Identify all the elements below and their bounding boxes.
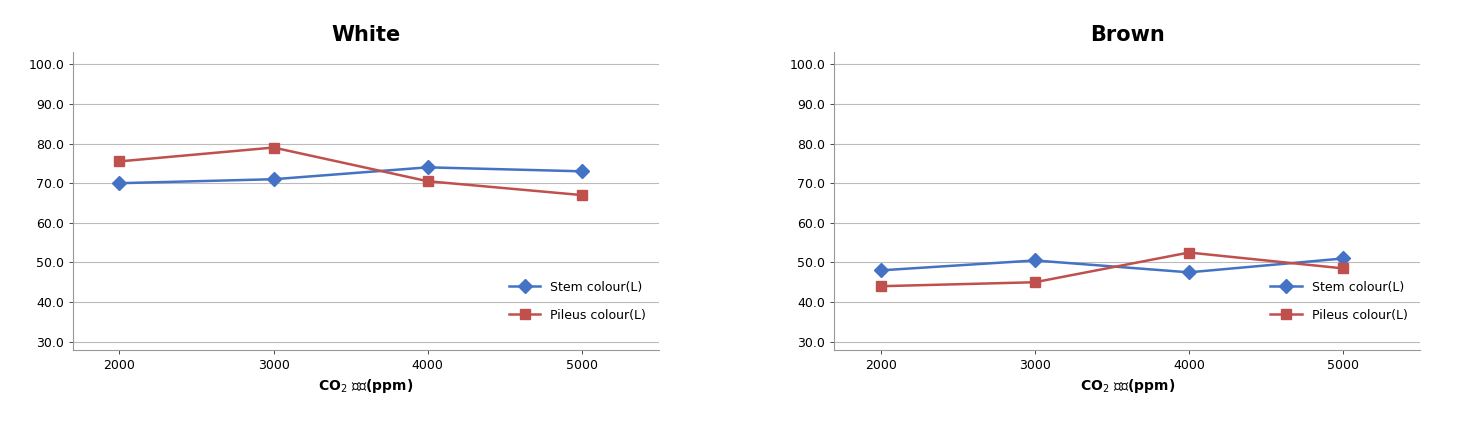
Stem colour(L): [1180, 270, 1198, 275]
Pileus colour(L): [1026, 280, 1044, 285]
Legend: Stem colour(L), Pileus colour(L): Stem colour(L), Pileus colour(L): [1265, 275, 1414, 329]
Line: Stem colour(L): Stem colour(L): [114, 163, 587, 188]
Pileus colour(L): [265, 145, 283, 150]
Stem colour(L): [873, 268, 890, 273]
Pileus colour(L): [873, 284, 890, 289]
Stem colour(L): [265, 177, 283, 182]
Stem colour(L): [1334, 256, 1351, 261]
Stem colour(L): [419, 165, 436, 170]
Line: Pileus colour(L): Pileus colour(L): [875, 248, 1348, 291]
Title: White: White: [331, 25, 401, 45]
Stem colour(L): [111, 180, 129, 186]
Pileus colour(L): [572, 192, 590, 198]
X-axis label: CO$_2$ 농도(ppm): CO$_2$ 농도(ppm): [318, 377, 414, 395]
Title: Brown: Brown: [1089, 25, 1165, 45]
Line: Pileus colour(L): Pileus colour(L): [114, 142, 587, 200]
Stem colour(L): [572, 169, 590, 174]
Pileus colour(L): [1334, 266, 1351, 271]
Legend: Stem colour(L), Pileus colour(L): Stem colour(L), Pileus colour(L): [504, 275, 653, 329]
X-axis label: CO$_2$ 농도(ppm): CO$_2$ 농도(ppm): [1079, 377, 1176, 395]
Pileus colour(L): [111, 159, 129, 164]
Line: Stem colour(L): Stem colour(L): [875, 253, 1348, 277]
Pileus colour(L): [419, 179, 436, 184]
Pileus colour(L): [1180, 250, 1198, 255]
Stem colour(L): [1026, 258, 1044, 263]
